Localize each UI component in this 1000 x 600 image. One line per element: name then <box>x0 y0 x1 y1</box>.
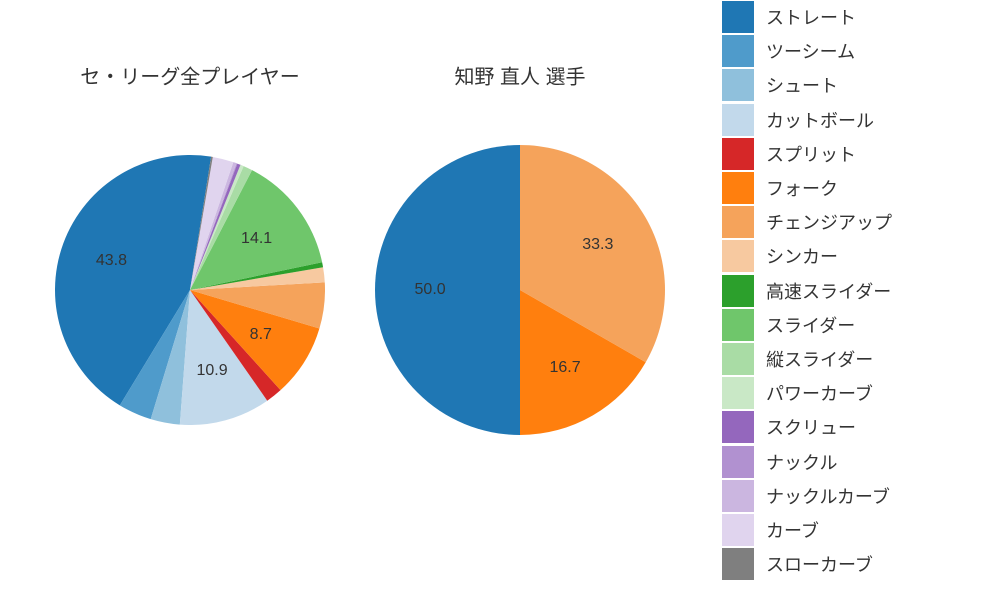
pie-label-league-fork: 8.7 <box>250 326 272 344</box>
legend-label-sinker: シンカー <box>766 243 838 269</box>
legend-label-fork: フォーク <box>766 175 838 201</box>
legend-swatch-straight <box>722 1 754 33</box>
pie-label-player-fork: 16.7 <box>549 359 580 377</box>
pie-slice-player-straight <box>375 145 520 435</box>
legend-label-changeup: チェンジアップ <box>766 209 892 235</box>
legend-item-slowcurve: スローカーブ <box>722 547 982 581</box>
legend-swatch-powercurve <box>722 377 754 409</box>
legend-swatch-cutball <box>722 104 754 136</box>
legend-item-vslider: 縦スライダー <box>722 342 982 376</box>
legend-label-curve: カーブ <box>766 517 819 543</box>
legend-item-shoot: シュート <box>722 68 982 102</box>
legend-label-cutball: カットボール <box>766 107 874 133</box>
legend-swatch-vslider <box>722 343 754 375</box>
legend-swatch-knucklecurve <box>722 480 754 512</box>
legend-label-powercurve: パワーカーブ <box>766 380 873 406</box>
legend-item-slider: スライダー <box>722 308 982 342</box>
legend-item-fork: フォーク <box>722 171 982 205</box>
chart-stage: セ・リーグ全プレイヤー 43.8 10.9 8.7 14.1 知野 直人 選手 50.0 16… <box>0 0 1000 600</box>
legend-label-screw: スクリュー <box>766 414 856 440</box>
legend-item-sinker: シンカー <box>722 239 982 273</box>
pie-label-player-changeup: 33.3 <box>582 236 613 254</box>
legend-label-shoot: シュート <box>766 72 838 98</box>
legend-label-split: スプリット <box>766 141 856 167</box>
legend-label-twoseam: ツーシーム <box>766 38 855 64</box>
legend: ストレートツーシームシュートカットボールスプリットフォークチェンジアップシンカー… <box>722 0 982 581</box>
legend-swatch-sinker <box>722 240 754 272</box>
legend-item-cutball: カットボール <box>722 103 982 137</box>
pie-label-player-straight: 50.0 <box>415 281 446 299</box>
legend-label-straight: ストレート <box>766 4 856 30</box>
legend-label-knuckle: ナックル <box>766 449 837 475</box>
legend-swatch-slider <box>722 309 754 341</box>
legend-label-vslider: 縦スライダー <box>766 346 873 372</box>
legend-item-split: スプリット <box>722 137 982 171</box>
legend-item-powercurve: パワーカーブ <box>722 376 982 410</box>
legend-swatch-shoot <box>722 69 754 101</box>
chart-title-league: セ・リーグ全プレイヤー <box>80 61 299 90</box>
legend-swatch-slowcurve <box>722 548 754 580</box>
legend-swatch-knuckle <box>722 446 754 478</box>
legend-label-slider: スライダー <box>766 312 855 338</box>
pie-label-league-cutball: 10.9 <box>197 362 228 380</box>
legend-item-fastslider: 高速スライダー <box>722 274 982 308</box>
legend-item-knucklecurve: ナックルカーブ <box>722 479 982 513</box>
legend-swatch-split <box>722 138 754 170</box>
legend-item-screw: スクリュー <box>722 410 982 444</box>
legend-label-slowcurve: スローカーブ <box>766 551 873 577</box>
chart-title-player: 知野 直人 選手 <box>454 61 585 90</box>
legend-swatch-changeup <box>722 206 754 238</box>
legend-swatch-screw <box>722 411 754 443</box>
legend-swatch-twoseam <box>722 35 754 67</box>
legend-item-knuckle: ナックル <box>722 444 982 478</box>
legend-swatch-fastslider <box>722 275 754 307</box>
legend-item-changeup: チェンジアップ <box>722 205 982 239</box>
pie-label-league-straight: 43.8 <box>96 252 127 270</box>
legend-swatch-curve <box>722 514 754 546</box>
legend-swatch-fork <box>722 172 754 204</box>
legend-item-twoseam: ツーシーム <box>722 34 982 68</box>
pie-player: 50.0 16.7 33.3 <box>375 145 665 435</box>
pie-label-league-slider: 14.1 <box>241 230 272 248</box>
legend-item-straight: ストレート <box>722 0 982 34</box>
legend-label-knucklecurve: ナックルカーブ <box>766 483 890 509</box>
legend-item-curve: カーブ <box>722 513 982 547</box>
pie-league: 43.8 10.9 8.7 14.1 <box>55 155 325 425</box>
legend-label-fastslider: 高速スライダー <box>766 278 891 304</box>
